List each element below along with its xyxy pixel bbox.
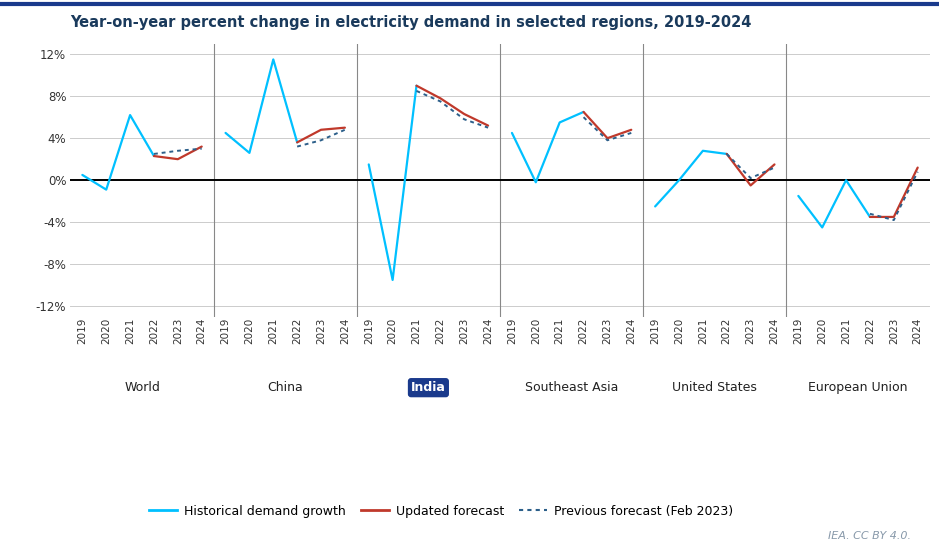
Text: European Union: European Union — [808, 381, 908, 394]
Legend: Historical demand growth, Updated forecast, Previous forecast (Feb 2023): Historical demand growth, Updated foreca… — [145, 500, 738, 524]
Text: IEA. CC BY 4.0.: IEA. CC BY 4.0. — [828, 531, 911, 541]
Text: Year-on-year percent change in electricity demand in selected regions, 2019-2024: Year-on-year percent change in electrici… — [70, 15, 752, 30]
Text: India: India — [411, 381, 446, 394]
Text: United States: United States — [672, 381, 757, 394]
Text: World: World — [124, 381, 160, 394]
Text: China: China — [268, 381, 303, 394]
Text: Southeast Asia: Southeast Asia — [525, 381, 618, 394]
